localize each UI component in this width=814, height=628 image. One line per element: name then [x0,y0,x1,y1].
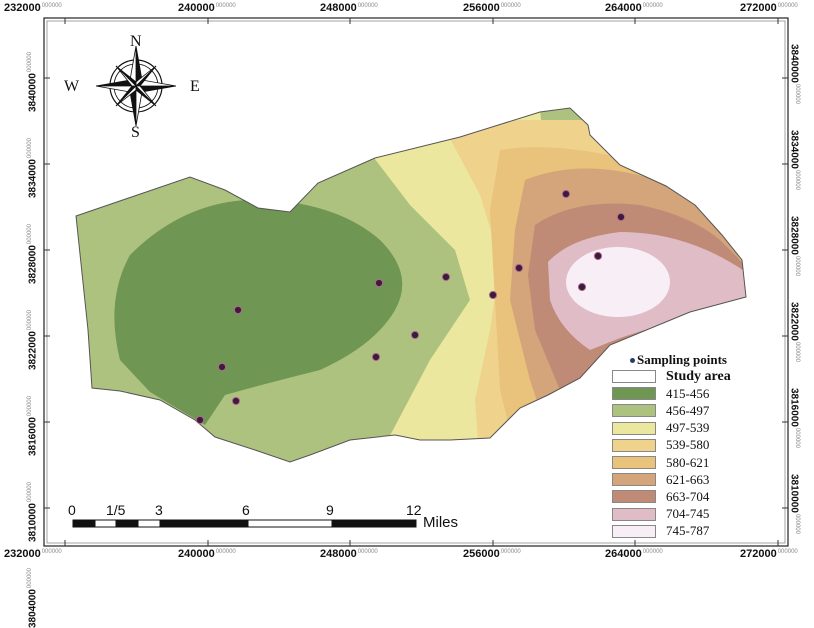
x-tick-bottom-5: 264000000000 [605,548,663,560]
sampling-point [410,330,420,340]
compass-east-label: E [190,78,200,95]
legend-row: 580-621 [612,454,812,471]
sampling-point-icon [630,357,635,363]
legend-row: 456-497 [612,402,812,419]
legend-label: 539-580 [666,437,710,453]
y-tick-left-5: 3816000000000 [27,396,39,456]
legend-row: 663-704 [612,488,812,505]
sampling-point [371,352,381,362]
legend-label: 745-787 [666,523,710,539]
y-tick-left-1: 3840000000000 [27,52,39,112]
sampling-points [195,189,626,425]
y-tick-left-4: 3822000000000 [27,310,39,370]
legend-label: 580-621 [666,454,710,470]
sampling-point [514,263,524,273]
legend-row: 497-539 [612,420,812,437]
x-tick-bottom-2: 240000000000 [178,548,236,560]
legend-label: 704-745 [666,506,710,522]
x-tick-top-3: 248000000000 [320,2,378,14]
scale-label-4: 9 [326,502,334,518]
sampling-point [488,290,498,300]
map-frame-inner [46,20,786,544]
sampling-point [441,272,451,282]
sampling-point [231,396,241,406]
legend-label: 663-704 [666,488,710,504]
sampling-point [616,212,626,222]
legend-swatch [612,507,656,521]
map-legend: Sampling points Study area 415-456 456-4… [612,352,812,540]
frame-ticks [44,18,788,546]
sampling-point [577,282,587,292]
legend-sampling-points: Sampling points [630,352,812,368]
legend-row-study-area: Study area [612,368,812,385]
legend-swatch [612,473,656,487]
y-tick-left-3: 3828000000000 [27,224,39,284]
sampling-point [374,278,384,288]
legend-swatch [612,387,656,401]
legend-row: 539-580 [612,437,812,454]
sampling-point [195,415,205,425]
x-tick-top-6: 272000000000 [740,2,798,14]
legend-row: 621-663 [612,471,812,488]
map-frame [43,17,789,547]
study-area-outline [75,107,747,463]
legend-swatch [612,438,656,452]
legend-swatch [612,490,656,504]
scale-bar [72,519,417,528]
zone-415-456 [114,199,403,425]
sampling-point [217,362,227,372]
x-tick-bottom-1: 232000000000 [4,548,62,560]
compass-north-label: N [130,33,142,50]
legend-row: 745-787 [612,523,812,540]
y-tick-left-7: 3804000000000 [27,568,39,628]
x-tick-top-2: 240000000000 [178,2,236,14]
y-tick-right-3: 3828000000000 [788,216,800,276]
scale-unit-label: Miles [423,514,459,531]
sampling-point [593,251,603,261]
interpolation-map [43,17,789,547]
scale-label-2: 3 [155,502,163,518]
y-tick-right-1: 3840000000000 [788,44,800,104]
sampling-point [233,305,243,315]
legend-swatch [612,456,656,470]
x-tick-top-4: 256000000000 [463,2,521,14]
legend-row: 704-745 [612,506,812,523]
legend-label: 621-663 [666,471,710,487]
x-tick-top-1: 232000000000 [4,2,62,14]
y-tick-left-2: 3834000000000 [27,138,39,198]
legend-label: 497-539 [666,420,710,436]
scale-label-3: 6 [242,502,250,518]
x-tick-bottom-4: 256000000000 [463,548,521,560]
compass-rose-icon [95,45,177,127]
y-tick-left-6: 3810000000000 [27,482,39,542]
sampling-point [561,189,571,199]
legend-swatch [612,421,656,435]
y-tick-right-2: 3834000000000 [788,130,800,190]
legend-swatch-study-area [612,370,656,384]
legend-row: 415-456 [612,385,812,402]
compass-west-label: W [64,78,80,95]
x-tick-bottom-3: 248000000000 [320,548,378,560]
zone-745-787 [566,247,670,317]
compass-south-label: S [131,124,140,141]
scale-label-1: 1/5 [106,502,126,518]
legend-label: 456-497 [666,402,710,418]
legend-swatch [612,524,656,538]
legend-label: Study area [666,368,731,384]
scale-label-0: 0 [68,502,76,518]
x-tick-bottom-6: 272000000000 [740,548,798,560]
legend-label: 415-456 [666,385,710,401]
legend-swatch [612,404,656,418]
x-tick-top-5: 264000000000 [605,2,663,14]
scale-label-5: 12 [406,502,422,518]
